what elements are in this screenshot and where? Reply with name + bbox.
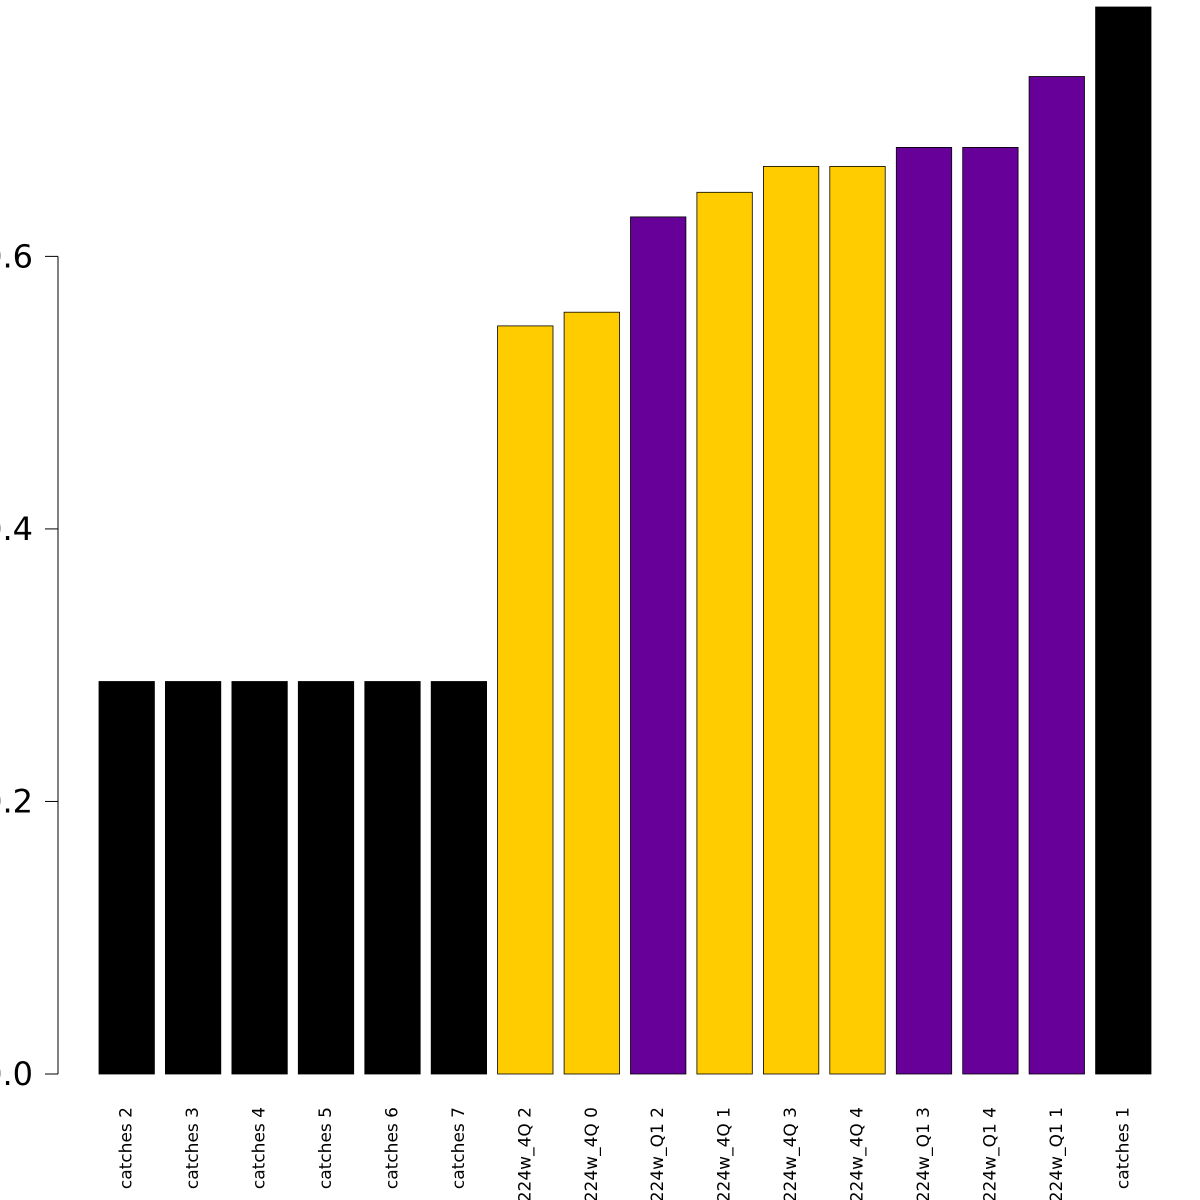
bar-10 [696, 191, 753, 1075]
bar-7 [497, 325, 554, 1075]
y-axis: 0.0 0.2 0.4 0.6 [0, 237, 59, 1093]
bar-8 [563, 311, 620, 1075]
x-tick-label: 224w_4Q 2 [515, 1107, 535, 1200]
x-tick-label: catches 3 [183, 1107, 203, 1189]
bar-13 [895, 146, 953, 1075]
x-tick-label: 224w_Q1 2 [648, 1107, 668, 1200]
bar-6 [430, 681, 488, 1075]
x-axis-labels: catches 2 catches 3 catches 4 catches 5 catc… [117, 1107, 1134, 1200]
x-tick-label: 224w_Q1 1 [1047, 1107, 1067, 1200]
x-tick-label: 224w_4Q 3 [781, 1107, 801, 1200]
bar-4 [297, 681, 355, 1075]
x-tick-label: 224w_Q1 3 [914, 1107, 934, 1200]
bar-16 [1095, 6, 1152, 1075]
x-tick-label: 224w_4Q 1 [715, 1107, 735, 1200]
bar-5 [364, 681, 421, 1075]
bar-1 [98, 681, 155, 1075]
bar-3 [231, 681, 288, 1075]
y-tick-label: 0.2 [0, 782, 33, 820]
x-tick-label: 224w_Q1 4 [980, 1107, 1000, 1200]
bar-15 [1028, 76, 1085, 1075]
bar-12 [829, 165, 886, 1075]
x-tick-label: catches 7 [449, 1107, 469, 1189]
bars [98, 6, 1152, 1075]
x-tick-label: 224w_4Q 4 [848, 1107, 868, 1200]
y-tick-label: 0.6 [0, 237, 33, 275]
x-tick-label: catches 1 [1113, 1107, 1133, 1189]
x-tick-label: catches 2 [117, 1107, 137, 1189]
x-tick-label: catches 4 [250, 1107, 270, 1189]
bar-2 [164, 681, 222, 1075]
bar-11 [763, 165, 820, 1075]
y-tick-label: 0.0 [0, 1055, 33, 1093]
x-tick-label: catches 5 [316, 1107, 336, 1189]
y-tick-label: 0.4 [0, 510, 33, 548]
x-tick-label: 224w_4Q 0 [582, 1107, 602, 1200]
x-tick-label: catches 6 [383, 1107, 403, 1189]
bar-9 [630, 216, 687, 1075]
bar-14 [962, 146, 1019, 1075]
